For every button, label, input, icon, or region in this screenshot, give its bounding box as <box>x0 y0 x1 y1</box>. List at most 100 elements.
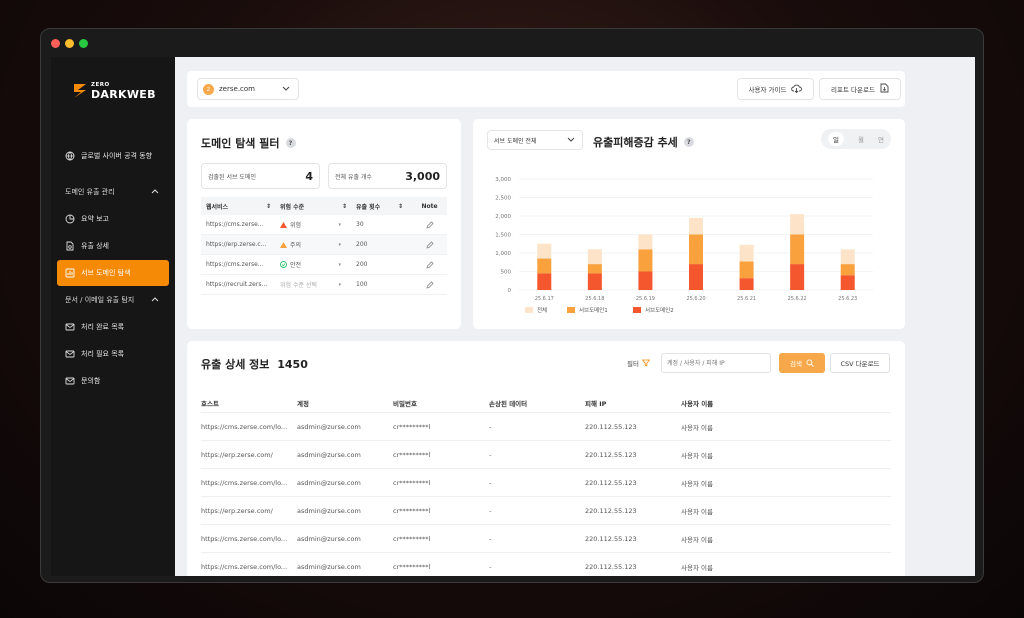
row-url: https://cms.zerse... <box>206 221 264 228</box>
help-icon[interactable]: ? <box>683 137 694 147</box>
close-window-button[interactable] <box>51 39 60 48</box>
edit-note-icon[interactable] <box>407 280 447 289</box>
column-header[interactable]: 위험 수준 <box>280 203 305 211</box>
sidebar-item-global-trends[interactable]: 글로벌 사이버 공격 동향 <box>57 143 169 169</box>
bar-segment <box>638 249 653 272</box>
report-download-button[interactable]: 리포트 다운로드 <box>819 78 901 100</box>
cell-account: asdmin@zurse.com <box>297 562 361 571</box>
bar-segment <box>587 249 602 265</box>
table-row[interactable]: https://cms.zerse.com/lo... asdmin@zurse… <box>201 469 891 497</box>
x-tick-label: 25.6.17 <box>535 296 554 302</box>
y-tick-label: 1,000 <box>495 251 511 257</box>
table-row[interactable]: https://cms.zerse... 안전 ▾ 200 <box>201 255 447 275</box>
y-tick-label: 500 <box>501 270 512 276</box>
column-header[interactable]: 유출 횟수 <box>356 203 381 211</box>
period-day-tab[interactable]: 일 <box>828 132 844 146</box>
table-row[interactable]: https://erp.zerse.c... 주의 ▾ 200 <box>201 235 447 255</box>
sidebar-item-leak-detail[interactable]: 유출 상세 <box>57 233 169 259</box>
stat-value: 4 <box>305 169 313 183</box>
domain-avatar: z <box>203 83 214 95</box>
file-download-icon <box>880 83 889 95</box>
x-tick-label: 25.6.20 <box>686 296 705 302</box>
mail-icon <box>65 376 75 386</box>
sort-icon[interactable]: ⇕ <box>265 202 271 210</box>
bar-segment <box>638 234 653 250</box>
risk-select[interactable]: 안전 ▾ <box>275 260 351 269</box>
table-row[interactable]: https://cms.zerse.com/lo... asdmin@zurse… <box>201 525 891 553</box>
domain-name: zerse.com <box>219 85 255 93</box>
column-header: 계정 <box>297 399 309 408</box>
filter-title-text: 도메인 탐색 필터 <box>201 137 280 150</box>
cell-compromised-data: - <box>489 450 492 459</box>
sidebar-item-label: 요약 보고 <box>81 215 109 223</box>
sort-icon[interactable]: ⇕ <box>341 202 347 210</box>
table-row[interactable]: https://cms.zerse.com/lo... asdmin@zurse… <box>201 553 891 576</box>
brand-logo[interactable]: ZERO DARKWEB <box>73 82 156 100</box>
leak-count: 200 <box>356 241 368 248</box>
search-button[interactable]: 검색 <box>779 353 825 373</box>
chevron-down-icon: ▾ <box>338 221 341 228</box>
risk-select[interactable]: 위험 ▾ <box>275 220 351 229</box>
csv-download-button[interactable]: CSV 다운로드 <box>830 353 890 373</box>
column-header: 사용자 이름 <box>681 399 714 408</box>
subdomain-count-stat: 검출된 서브 도메인 4 <box>201 163 320 189</box>
cell-victim-ip: 220.112.55.123 <box>585 478 637 487</box>
legend-label: 서브도메인2 <box>645 306 674 314</box>
cell-password: cr*********l <box>393 506 431 515</box>
table-row[interactable]: https://erp.zerse.com/ asdmin@zurse.com … <box>201 441 891 469</box>
cell-host: https://erp.zerse.com/ <box>201 450 273 459</box>
sidebar-item-todo-list[interactable]: 처리 필요 목록 <box>57 341 169 367</box>
edit-note-icon[interactable] <box>407 220 447 229</box>
main-content: z zerse.com 사용자 가이드 리포트 다운로드 도메인 탐색 필터 ?… <box>175 57 975 576</box>
x-tick-label: 25.6.19 <box>636 296 655 302</box>
table-row[interactable]: https://recruit.zers... 위험 수준 선택 ▾ 100 <box>201 275 447 295</box>
column-header[interactable]: 웹서비스 <box>206 203 229 211</box>
cell-password: cr*********l <box>393 478 431 487</box>
total-leak-stat: 전체 유출 개수 3,000 <box>328 163 447 189</box>
leak-count: 200 <box>356 261 368 268</box>
search-input[interactable] <box>661 353 771 373</box>
cell-victim-ip: 220.112.55.123 <box>585 450 637 459</box>
edit-note-icon[interactable] <box>407 240 447 249</box>
sidebar-item-done-list[interactable]: 처리 완료 목록 <box>57 314 169 340</box>
bar-segment <box>739 278 754 290</box>
filter-funnel-icon[interactable] <box>641 359 650 367</box>
edit-note-icon[interactable] <box>407 260 447 269</box>
help-icon[interactable]: ? <box>285 138 296 148</box>
sidebar-item-label: 문의함 <box>81 377 101 385</box>
minimize-window-button[interactable] <box>65 39 74 48</box>
period-year-tab[interactable]: 연 <box>878 136 884 144</box>
sidebar-section-doc-email-leak[interactable]: 문서 / 이메일 유출 탐지 <box>57 287 169 313</box>
period-month-tab[interactable]: 월 <box>858 136 864 144</box>
maximize-window-button[interactable] <box>79 39 88 48</box>
x-tick-label: 25.6.21 <box>737 296 756 302</box>
detail-count: 1450 <box>277 358 308 371</box>
risk-select[interactable]: 위험 수준 선택 ▾ <box>275 280 351 290</box>
risk-select[interactable]: 주의 ▾ <box>275 240 351 249</box>
table-header: 호스트 계정 비밀번호 손상된 데이터 피해 IP 사용자 이름 <box>201 393 891 413</box>
table-row[interactable]: https://cms.zerse.com/lo... asdmin@zurse… <box>201 413 891 441</box>
detail-title: 유출 상세 정보 1450 <box>201 356 308 372</box>
sidebar-item-summary[interactable]: 요약 보고 <box>57 206 169 232</box>
user-guide-button[interactable]: 사용자 가이드 <box>737 78 814 100</box>
domain-select[interactable]: z zerse.com <box>197 78 299 100</box>
table-row[interactable]: https://erp.zerse.com/ asdmin@zurse.com … <box>201 497 891 525</box>
cell-victim-ip: 220.112.55.123 <box>585 506 637 515</box>
sidebar-item-label: 서브 도메인 탐색 <box>81 269 131 277</box>
sidebar-item-label: 글로벌 사이버 공격 동향 <box>81 152 153 160</box>
cell-username: 사용자 이름 <box>681 535 713 544</box>
table-row[interactable]: https://cms.zerse... 위험 ▾ 30 <box>201 215 447 235</box>
cell-username: 사용자 이름 <box>681 479 713 488</box>
cell-host: https://erp.zerse.com/ <box>201 506 273 515</box>
sort-icon[interactable]: ⇕ <box>397 202 403 210</box>
sidebar-section-domain-leak[interactable]: 도메인 유출 관리 <box>57 179 169 205</box>
cell-password: cr*********l <box>393 534 431 543</box>
sidebar-item-subdomain-explore[interactable]: 서브 도메인 탐색 <box>57 260 169 286</box>
subdomain-select[interactable]: 서브 도메인 전체 <box>487 130 583 150</box>
legend-label: 전체 <box>537 306 547 314</box>
subdomain-table: 웹서비스 ⇕ 위험 수준 ⇕ 유출 횟수 ⇕ Note https://cms.zer… <box>201 197 447 295</box>
bar-segment <box>587 273 602 290</box>
bar-segment <box>638 271 653 290</box>
sidebar-item-inquiry[interactable]: 문의함 <box>57 368 169 394</box>
chevron-up-icon <box>151 188 159 196</box>
